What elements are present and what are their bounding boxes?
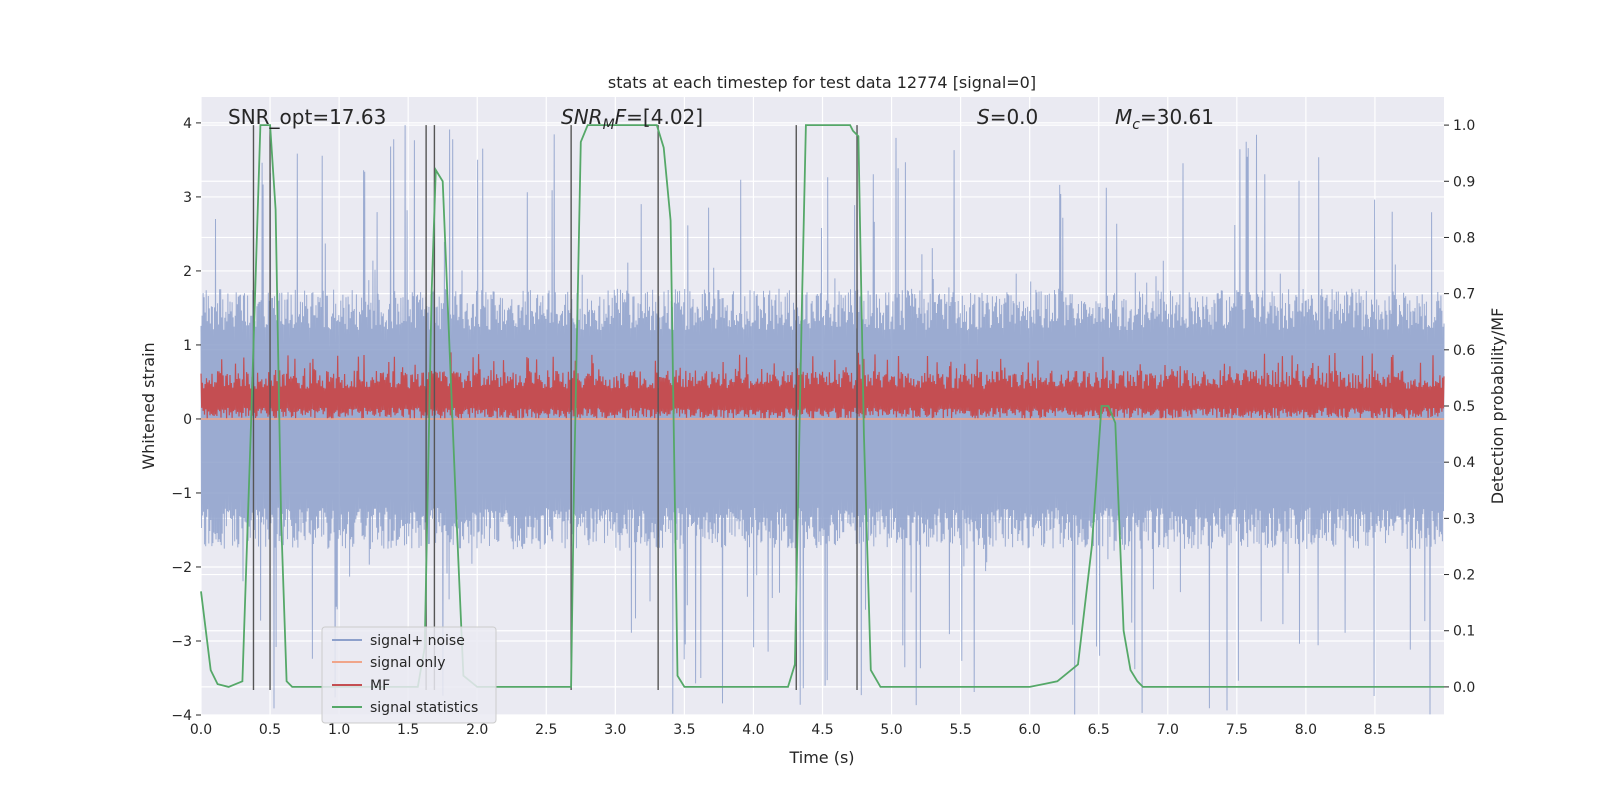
noise-series bbox=[200, 125, 1445, 715]
x-tick-label: 1.0 bbox=[328, 722, 350, 738]
legend-label-signal-statistics: signal statistics bbox=[370, 700, 478, 716]
right-tick-label: 0.9 bbox=[1453, 174, 1475, 190]
left-tick-label: 4 bbox=[183, 116, 192, 132]
right-tick-label: 0.0 bbox=[1453, 680, 1475, 696]
x-tick-label: 2.5 bbox=[535, 722, 557, 738]
right-tick-label: 0.8 bbox=[1453, 230, 1475, 246]
x-tick-label: 3.0 bbox=[604, 722, 626, 738]
x-tick-label: 5.5 bbox=[949, 722, 971, 738]
x-tick-label: 0.5 bbox=[259, 722, 281, 738]
mc-symbol: M bbox=[1115, 105, 1132, 129]
x-tick-label: 0.0 bbox=[190, 722, 212, 738]
right-tick-label: 0.7 bbox=[1453, 287, 1475, 303]
annotation-snr-opt: SNR_opt=17.63 bbox=[228, 105, 386, 129]
snr-mf-symbol: SNR bbox=[561, 105, 603, 129]
x-tick-label: 4.0 bbox=[742, 722, 764, 738]
left-tick-label: 1 bbox=[183, 338, 192, 354]
chart-title: stats at each timestep for test data 127… bbox=[608, 73, 1036, 92]
right-tick-label: 0.1 bbox=[1453, 624, 1475, 640]
legend: signal+ noise signal only MF signal stat… bbox=[321, 626, 497, 724]
left-tick-label: −4 bbox=[171, 708, 192, 724]
signal-statistics-line bbox=[200, 124, 1444, 688]
right-tick-label: 0.3 bbox=[1453, 511, 1475, 527]
x-tick-label: 5.0 bbox=[880, 722, 902, 738]
snr-mf-subscript: M bbox=[603, 117, 615, 133]
x-tick-label: 2.0 bbox=[466, 722, 488, 738]
legend-label-noise: signal+ noise bbox=[370, 633, 465, 649]
signal-noise-line bbox=[200, 125, 1445, 715]
mc-subscript: c bbox=[1132, 117, 1140, 133]
left-axis-label: Whitened strain bbox=[139, 342, 158, 469]
x-tick-label: 6.5 bbox=[1088, 722, 1110, 738]
left-tick-label: −1 bbox=[171, 486, 192, 502]
x-axis-ticks: 0.0 0.5 1.0 1.5 2.0 2.5 3.0 3.5 4.0 4.5 5.0 5.5 6.0 6… bbox=[190, 722, 1386, 738]
right-tick-label: 0.5 bbox=[1453, 399, 1475, 415]
x-tick-label: 3.5 bbox=[673, 722, 695, 738]
legend-label-signal-only: signal only bbox=[370, 655, 445, 671]
annotation-snr-mf: SNRMF=[4.02] bbox=[561, 105, 703, 133]
s-symbol: S bbox=[977, 105, 990, 129]
left-tick-label: −3 bbox=[171, 634, 192, 650]
annotation-mc: Mc=30.61 bbox=[1115, 105, 1214, 133]
snr-mf-value: =[4.02] bbox=[626, 105, 703, 129]
x-tick-label: 6.0 bbox=[1019, 722, 1041, 738]
signal-statistics-series bbox=[200, 124, 1444, 688]
left-axis-ticks: −4 −3 −2 −1 0 1 2 3 4 bbox=[171, 116, 201, 724]
right-tick-label: 0.4 bbox=[1453, 455, 1475, 471]
snr-mf-mid: F bbox=[615, 105, 627, 129]
right-axis-label: Detection probability/MF bbox=[1488, 308, 1507, 505]
x-tick-label: 8.5 bbox=[1364, 722, 1386, 738]
s-value: =0.0 bbox=[990, 105, 1039, 129]
x-tick-label: 7.5 bbox=[1226, 722, 1248, 738]
right-axis-ticks: 0.0 0.1 0.2 0.3 0.4 0.5 0.6 0.7 0.8 0.9 1.0 bbox=[1444, 118, 1475, 696]
annotation-s: S=0.0 bbox=[977, 105, 1038, 129]
legend-box bbox=[321, 626, 497, 724]
right-tick-label: 0.2 bbox=[1453, 568, 1475, 584]
left-tick-label: 3 bbox=[183, 190, 192, 206]
x-axis-label: Time (s) bbox=[788, 748, 854, 767]
legend-label-mf: MF bbox=[370, 678, 390, 694]
right-tick-label: 0.6 bbox=[1453, 343, 1475, 359]
left-tick-label: 0 bbox=[183, 412, 192, 428]
x-tick-label: 8.0 bbox=[1295, 722, 1317, 738]
mf-line bbox=[200, 352, 1445, 419]
left-tick-label: −2 bbox=[171, 560, 192, 576]
mc-value: =30.61 bbox=[1140, 105, 1214, 129]
right-tick-label: 1.0 bbox=[1453, 118, 1475, 134]
left-tick-label: 2 bbox=[183, 264, 192, 280]
mf-series bbox=[200, 352, 1445, 419]
x-tick-label: 1.5 bbox=[397, 722, 419, 738]
x-tick-label: 4.5 bbox=[811, 722, 833, 738]
x-tick-label: 7.0 bbox=[1157, 722, 1179, 738]
